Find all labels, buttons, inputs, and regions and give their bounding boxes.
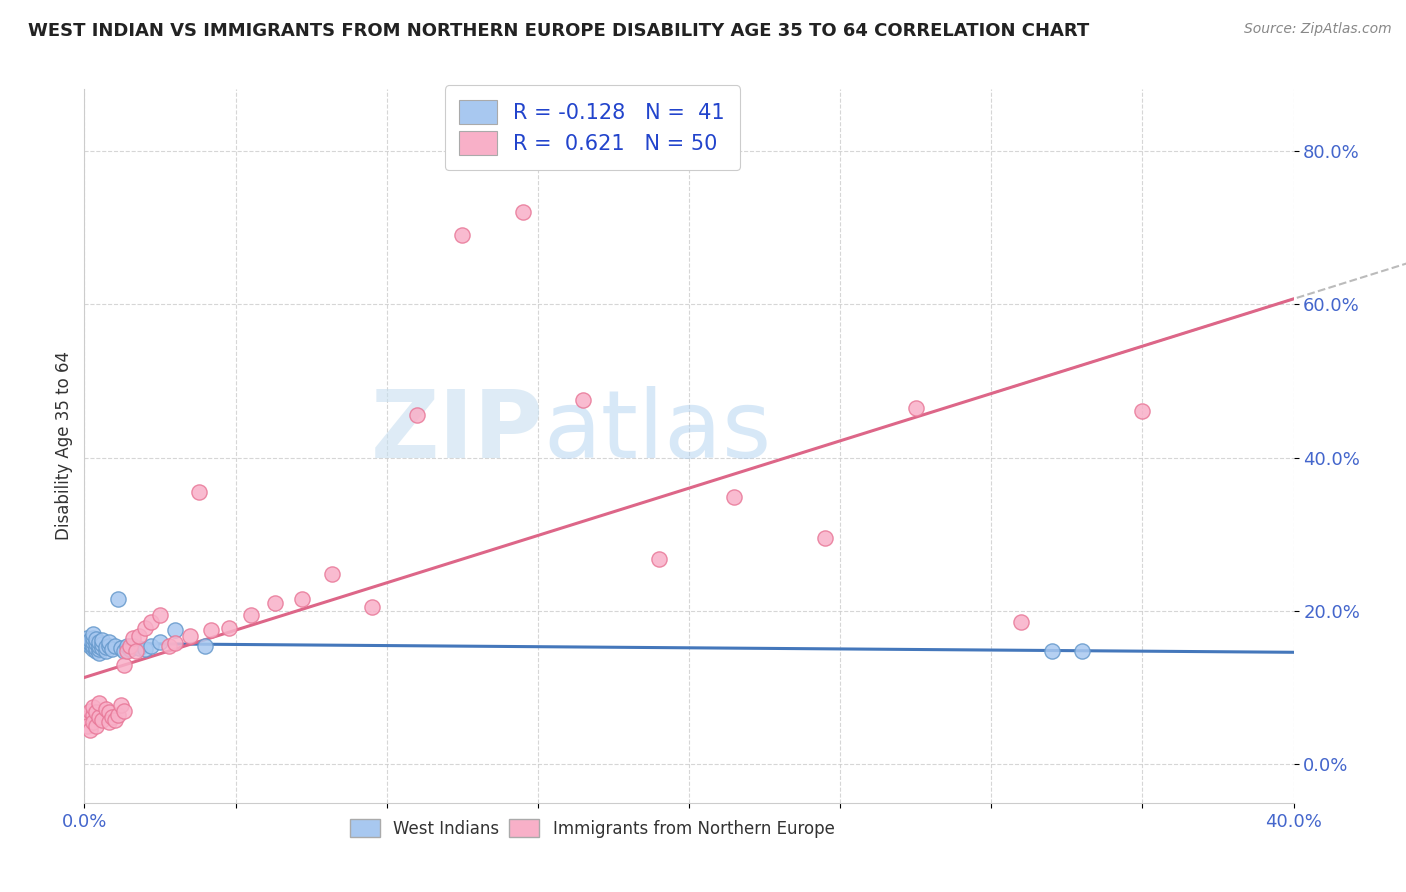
Text: Source: ZipAtlas.com: Source: ZipAtlas.com: [1244, 22, 1392, 37]
Point: [572, 392, 595, 407]
Point: [91, 637, 114, 651]
Point: [82, 639, 104, 653]
Point: [115, 644, 138, 658]
Point: [188, 485, 211, 500]
Point: [86, 640, 108, 655]
Point: [149, 607, 172, 622]
Point: [1130, 404, 1153, 418]
Point: [157, 639, 180, 653]
Point: [97, 705, 120, 719]
Point: [110, 698, 132, 712]
Point: [194, 639, 217, 653]
Point: [139, 615, 162, 630]
Point: [94, 640, 117, 654]
Point: [814, 531, 837, 545]
Point: [139, 639, 162, 653]
Point: [94, 644, 117, 658]
Point: [79, 704, 101, 718]
Point: [86, 705, 108, 719]
Point: [321, 567, 343, 582]
Point: [107, 592, 129, 607]
Point: [121, 639, 143, 653]
Point: [89, 639, 111, 653]
Point: [904, 401, 927, 415]
Point: [1011, 615, 1033, 630]
Point: [451, 227, 474, 242]
Point: [76, 634, 98, 648]
Point: [723, 491, 745, 505]
Point: [104, 639, 127, 653]
Point: [118, 642, 141, 657]
Text: atlas: atlas: [544, 385, 772, 478]
Point: [86, 632, 108, 647]
Point: [82, 715, 104, 730]
Point: [149, 634, 172, 648]
Point: [76, 711, 98, 725]
Point: [406, 409, 429, 423]
Point: [112, 644, 135, 658]
Point: [97, 715, 120, 730]
Point: [82, 634, 104, 648]
Point: [112, 704, 135, 718]
Point: [97, 639, 120, 653]
Point: [512, 205, 534, 219]
Point: [110, 640, 132, 655]
Point: [89, 710, 111, 724]
Point: [121, 631, 143, 645]
Point: [89, 634, 111, 648]
Point: [76, 719, 98, 733]
Point: [648, 551, 671, 566]
Point: [1040, 644, 1063, 658]
Point: [360, 600, 382, 615]
Point: [89, 646, 111, 660]
Point: [82, 707, 104, 722]
Point: [91, 633, 114, 648]
Point: [291, 592, 314, 607]
Y-axis label: Disability Age 35 to 64: Disability Age 35 to 64: [55, 351, 73, 541]
Point: [118, 639, 141, 653]
Point: [128, 640, 150, 655]
Point: [263, 596, 285, 610]
Text: WEST INDIAN VS IMMIGRANTS FROM NORTHERN EUROPE DISABILITY AGE 35 TO 64 CORRELATI: WEST INDIAN VS IMMIGRANTS FROM NORTHERN …: [28, 22, 1090, 40]
Point: [100, 710, 122, 724]
Point: [200, 623, 222, 637]
Point: [82, 642, 104, 657]
Point: [128, 628, 150, 642]
Point: [91, 713, 114, 727]
Point: [107, 707, 129, 722]
Point: [134, 642, 156, 657]
Point: [82, 631, 104, 645]
Point: [1071, 644, 1094, 658]
Point: [86, 636, 108, 650]
Point: [82, 699, 104, 714]
Point: [79, 633, 101, 648]
Point: [97, 634, 120, 648]
Point: [125, 644, 148, 658]
Point: [82, 627, 104, 641]
Point: [239, 607, 262, 622]
Point: [91, 640, 114, 655]
Point: [165, 636, 187, 650]
Point: [89, 696, 111, 710]
Point: [79, 636, 101, 650]
Point: [115, 639, 138, 653]
Legend: West Indians, Immigrants from Northern Europe: West Indians, Immigrants from Northern E…: [343, 813, 841, 845]
Point: [218, 621, 240, 635]
Point: [165, 623, 187, 637]
Point: [79, 639, 101, 653]
Point: [86, 719, 108, 733]
Point: [100, 642, 122, 657]
Point: [104, 713, 127, 727]
Point: [179, 628, 201, 642]
Point: [94, 702, 117, 716]
Point: [112, 657, 135, 672]
Point: [79, 723, 101, 737]
Point: [89, 642, 111, 657]
Point: [134, 621, 156, 635]
Point: [86, 644, 108, 658]
Text: ZIP: ZIP: [371, 385, 544, 478]
Point: [76, 631, 98, 645]
